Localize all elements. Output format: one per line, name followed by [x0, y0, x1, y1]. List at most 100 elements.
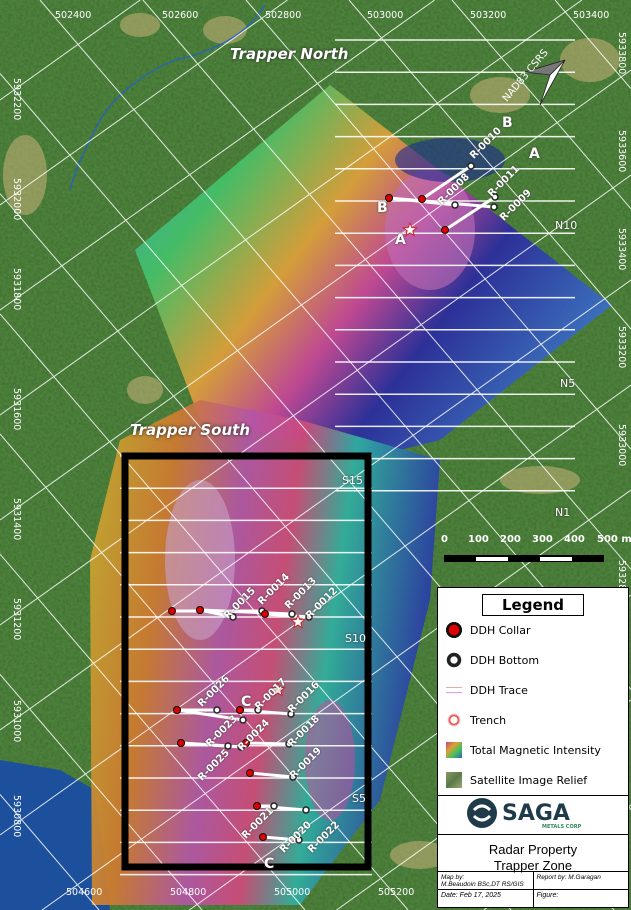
northing-label: 5931800: [11, 268, 22, 311]
grid-line: [0, 433, 409, 910]
red-dot-icon: [446, 622, 462, 638]
grid-line: [348, 0, 631, 330]
ddh-bottom-icon: [289, 773, 297, 781]
section-letter-b: B: [502, 115, 513, 131]
northing-label: 5933600: [616, 130, 627, 173]
trench-icon: [290, 613, 306, 629]
grid-line: [0, 174, 631, 626]
northing-label: 5933000: [616, 424, 627, 467]
legend-item-bottom: DDH Bottom: [446, 652, 539, 668]
ddh-trace: [176, 708, 244, 722]
section-letter-c: C: [264, 856, 275, 872]
scale-tick: 300: [532, 534, 553, 545]
ddh-collar-icon: [236, 706, 244, 714]
scale-tick: 400: [564, 534, 585, 545]
line-icon: [446, 682, 462, 698]
report-by: Report by: M.Garagan: [532, 872, 629, 889]
tmi-north-grid: [135, 85, 612, 460]
section-letter-b: B: [377, 200, 388, 216]
ddh-collar-icon: [261, 610, 269, 618]
easting-label: 504600: [66, 887, 103, 898]
ddh-bottom-icon: [270, 802, 278, 810]
northing-label: 5932000: [11, 178, 22, 221]
easting-label: 503200: [470, 10, 507, 21]
tmi-swatch: [446, 742, 462, 758]
grid-line: [0, 0, 583, 416]
section-letter-a: A: [529, 146, 540, 162]
legend-panel: Legend DDH Collar DDH Bottom DDH Trace T…: [437, 587, 629, 908]
legend-item-collar: DDH Collar: [446, 622, 531, 638]
northing-label: 5931600: [11, 388, 22, 431]
ddh-bottom-icon: [467, 162, 475, 170]
section-label-n1: N1: [555, 506, 571, 519]
ddh-bottom-icon: [490, 203, 498, 211]
stream: [69, 4, 266, 191]
section-letter-a: A: [395, 232, 406, 248]
ddh-bottom-icon: [295, 836, 303, 844]
drill-holes: [168, 162, 499, 844]
project-title: Radar Property Trapper Zone: [438, 832, 628, 874]
section-label-n10: N10: [555, 219, 578, 232]
grid-line: [554, 0, 631, 89]
ddh-collar-icon: [168, 607, 176, 615]
ddh-bottom-icon: [287, 710, 295, 718]
map-date: Date: Feb 17, 2025: [441, 892, 501, 899]
legend-label: DDH Bottom: [470, 653, 540, 667]
section-label-s15: S15: [342, 474, 363, 487]
trench-icon: [270, 681, 286, 697]
easting-label: 502800: [265, 10, 302, 21]
tmi-high: [305, 700, 355, 820]
ddh-collar-icon: [173, 706, 181, 714]
ddh-trace: [421, 164, 472, 201]
ddh-bottom-icon: [213, 706, 221, 714]
northing-label: 5931200: [11, 598, 22, 641]
grid-line: [245, 0, 631, 450]
easting-label: 502600: [162, 10, 199, 21]
ddh-collar-icon: [259, 833, 267, 841]
date-row: Date: Feb 17, 2025 Figure:: [438, 889, 628, 908]
ddh-trace: [388, 196, 495, 209]
ddh-bottom-icon: [305, 613, 313, 621]
satellite-swatch: [446, 772, 462, 788]
ddh-bottom-icon: [302, 806, 310, 814]
section-label-s10: S10: [345, 632, 366, 645]
ddh-collar-icon: [253, 802, 261, 810]
scale-bar: 0 100 200 300 400 500 m: [441, 534, 631, 563]
ddh-trace: [264, 612, 310, 619]
ddh-bottom-icon: [288, 610, 296, 618]
ddh-bottom-icon: [254, 706, 262, 714]
project-name: Radar Property: [488, 842, 578, 857]
zone-label-trapper-north: Trapper North: [230, 45, 349, 63]
northing-label: 5933800: [616, 32, 627, 75]
legend-title: Legend: [482, 594, 584, 616]
legend-item-tmi: Total Magnetic Intensity: [446, 742, 601, 758]
grid-line: [0, 794, 100, 910]
ddh-collar-icon: [418, 195, 426, 203]
scale-tick: 0: [441, 534, 448, 545]
trench-icon: [402, 221, 418, 237]
easting-label: 503000: [367, 10, 404, 21]
ddh-bottom-icon: [451, 201, 459, 209]
legend-item-satellite: Satellite Image Relief: [446, 772, 587, 788]
northing-label: 5933400: [616, 228, 627, 271]
easting-label: 502400: [55, 10, 92, 21]
ddh-collar-icon: [177, 739, 185, 747]
figure-number: Figure:: [532, 890, 629, 908]
northing-label: 59328: [616, 560, 627, 591]
northing-label: 5930800: [11, 795, 22, 838]
northing-label: 5933200: [616, 326, 627, 369]
credits-row: Map by: M.Beaudoin BSc,DT RS/GIS Report b…: [438, 871, 628, 889]
grid-line: [0, 553, 306, 910]
north-arrow-icon: [524, 59, 566, 106]
easting-label: 504800: [170, 887, 207, 898]
northing-label: 5931400: [11, 498, 22, 541]
ddh-trace: [239, 708, 292, 716]
northing-label: 5931000: [11, 700, 22, 743]
ddh-collar-icon: [196, 606, 204, 614]
ddh-collar-icon: [246, 769, 254, 777]
easting-label: 505200: [378, 887, 415, 898]
ddh-collar-icon: [385, 194, 393, 202]
scale-tick: 500 m: [597, 534, 631, 545]
svg-text:SAGA: SAGA: [502, 801, 570, 826]
